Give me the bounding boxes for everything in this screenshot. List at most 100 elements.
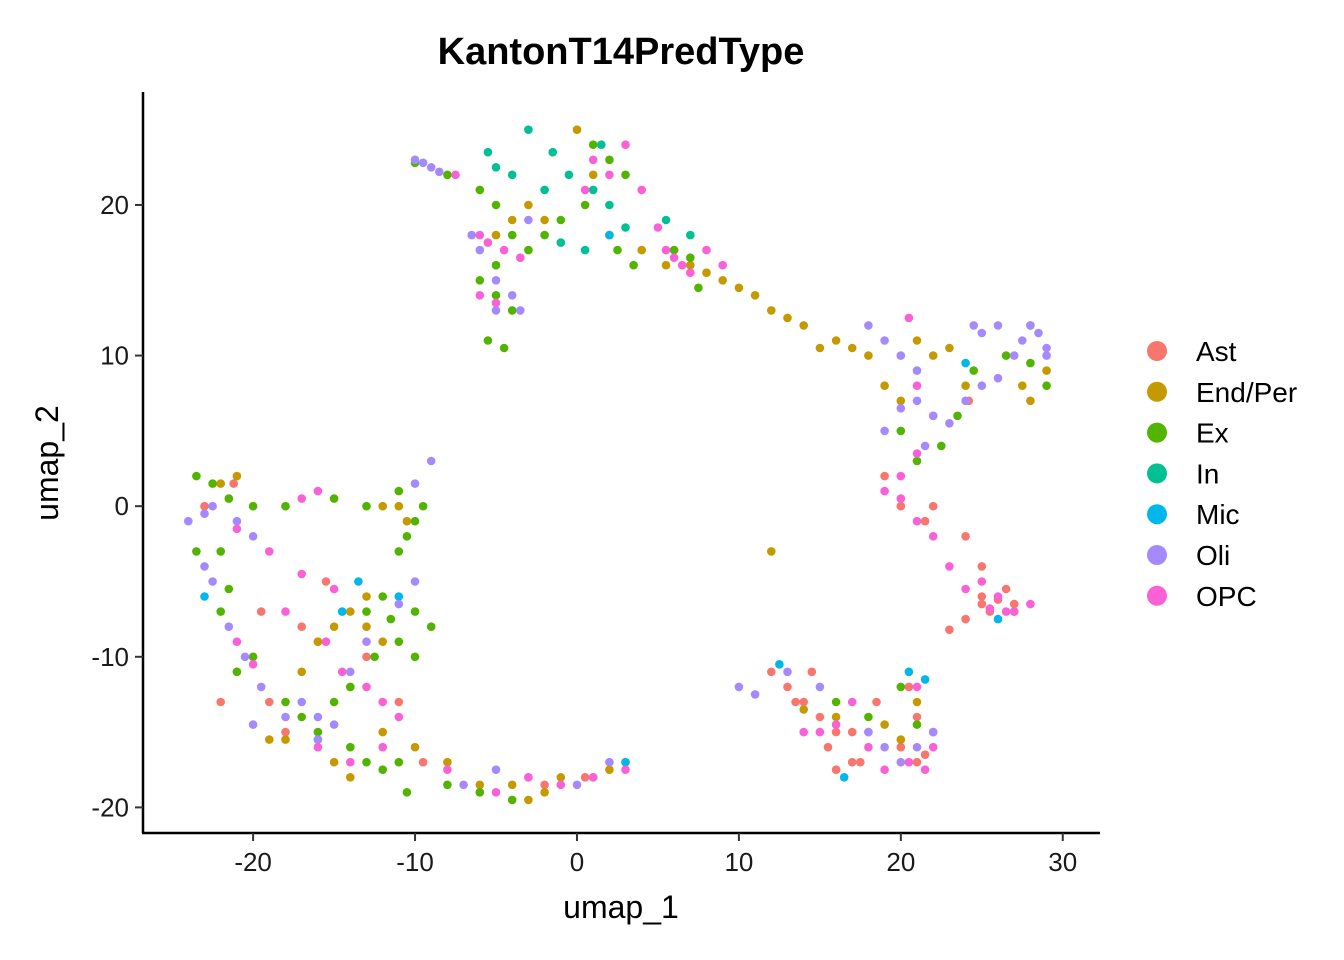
point-end-per-11	[718, 276, 727, 285]
point-end-per-22	[896, 396, 906, 406]
point-mic-10	[961, 358, 970, 368]
point-end-per-34	[362, 592, 371, 601]
point-oli-46	[928, 727, 938, 737]
point-ex-16	[556, 215, 566, 225]
point-mic-9	[920, 675, 930, 684]
legend-label-in: In	[1196, 458, 1219, 489]
point-opc-33	[313, 742, 323, 752]
y-tick-label: 0	[115, 491, 129, 521]
point-oli-5	[475, 245, 485, 255]
point-oli-36	[572, 780, 582, 790]
point-ex-70	[969, 366, 978, 375]
point-opc-49	[961, 584, 970, 594]
points-layer	[184, 125, 1051, 805]
point-in-3	[564, 170, 574, 180]
point-ex-43	[346, 682, 355, 692]
point-end-per-19	[847, 343, 857, 353]
point-end-per-47	[443, 757, 452, 767]
point-ex-55	[192, 547, 201, 556]
point-oli-2	[426, 163, 436, 172]
point-ex-50	[402, 788, 412, 797]
point-ex-64	[896, 682, 906, 692]
point-opc-26	[232, 637, 242, 646]
point-opc-45	[896, 494, 906, 503]
point-opc-61	[912, 682, 922, 692]
point-ex-20	[669, 245, 679, 255]
point-ex-62	[831, 697, 841, 707]
point-ex-12	[588, 140, 598, 149]
point-end-per-46	[410, 742, 420, 752]
point-opc-30	[362, 682, 371, 692]
point-opc-37	[491, 788, 501, 797]
point-in-9	[491, 163, 501, 172]
point-oli-13	[208, 501, 217, 511]
point-oli-47	[864, 321, 873, 330]
point-opc-22	[265, 547, 274, 556]
point-opc-52	[1009, 607, 1019, 616]
y-tick-label: 20	[100, 190, 129, 220]
point-opc-47	[928, 532, 938, 541]
point-opc-6	[491, 298, 501, 308]
point-ex-66	[896, 426, 906, 436]
point-ex-8	[491, 291, 501, 300]
point-opc-10	[621, 140, 630, 149]
point-oli-31	[329, 720, 339, 729]
point-ex-65	[912, 720, 922, 729]
point-oli-49	[896, 351, 906, 360]
point-end-per-15	[783, 313, 792, 323]
point-ex-42	[410, 652, 420, 662]
point-oli-21	[281, 712, 290, 722]
point-ex-60	[281, 697, 290, 707]
point-oli-22	[248, 720, 258, 729]
point-ex-5	[524, 245, 533, 255]
x-tick-label: 20	[886, 847, 915, 877]
point-ex-15	[580, 200, 590, 210]
point-ast-31	[977, 599, 987, 609]
point-mic-6	[775, 660, 784, 669]
point-in-6	[621, 223, 630, 232]
point-end-per-30	[1018, 381, 1027, 391]
chart-title: KantonT14PredType	[438, 31, 805, 73]
point-end-per-25	[945, 343, 954, 353]
point-end-per-31	[394, 501, 404, 511]
point-ast-21	[856, 757, 865, 767]
point-oli-50	[912, 366, 922, 375]
point-opc-24	[329, 584, 339, 594]
point-end-per-16	[799, 321, 808, 330]
point-oli-42	[864, 727, 873, 737]
point-opc-53	[1001, 607, 1011, 616]
point-ex-35	[378, 592, 388, 601]
y-tick-label: 10	[100, 341, 129, 371]
y-tick-label: -20	[91, 792, 129, 822]
point-ast-44	[977, 592, 987, 601]
point-ex-26	[248, 501, 258, 511]
point-oli-3	[435, 167, 444, 177]
point-opc-3	[499, 245, 509, 255]
point-oli-37	[605, 757, 614, 767]
point-opc-5	[475, 291, 485, 300]
point-ast-10	[418, 757, 428, 767]
point-end-per-12	[734, 283, 744, 293]
point-end-per-58	[767, 547, 776, 556]
point-end-per-44	[346, 773, 355, 782]
point-ex-53	[507, 795, 517, 805]
point-ast-16	[799, 697, 808, 707]
point-end-per-39	[378, 637, 388, 646]
point-oli-12	[200, 509, 209, 518]
point-opc-13	[661, 245, 671, 255]
point-opc-17	[702, 245, 711, 255]
point-opc-20	[313, 486, 323, 496]
point-ast-24	[912, 757, 922, 767]
point-oli-26	[426, 456, 436, 466]
point-oli-51	[880, 426, 889, 436]
point-oli-20	[256, 682, 266, 692]
point-ast-20	[823, 742, 833, 752]
point-oli-52	[896, 404, 906, 413]
point-mic-11	[993, 614, 1003, 624]
point-end-per-29	[1026, 396, 1035, 406]
point-oli-55	[961, 396, 970, 406]
point-oli-25	[410, 479, 420, 488]
point-oli-39	[750, 690, 760, 699]
point-end-per-28	[1042, 366, 1051, 375]
point-ast-51	[256, 607, 266, 616]
